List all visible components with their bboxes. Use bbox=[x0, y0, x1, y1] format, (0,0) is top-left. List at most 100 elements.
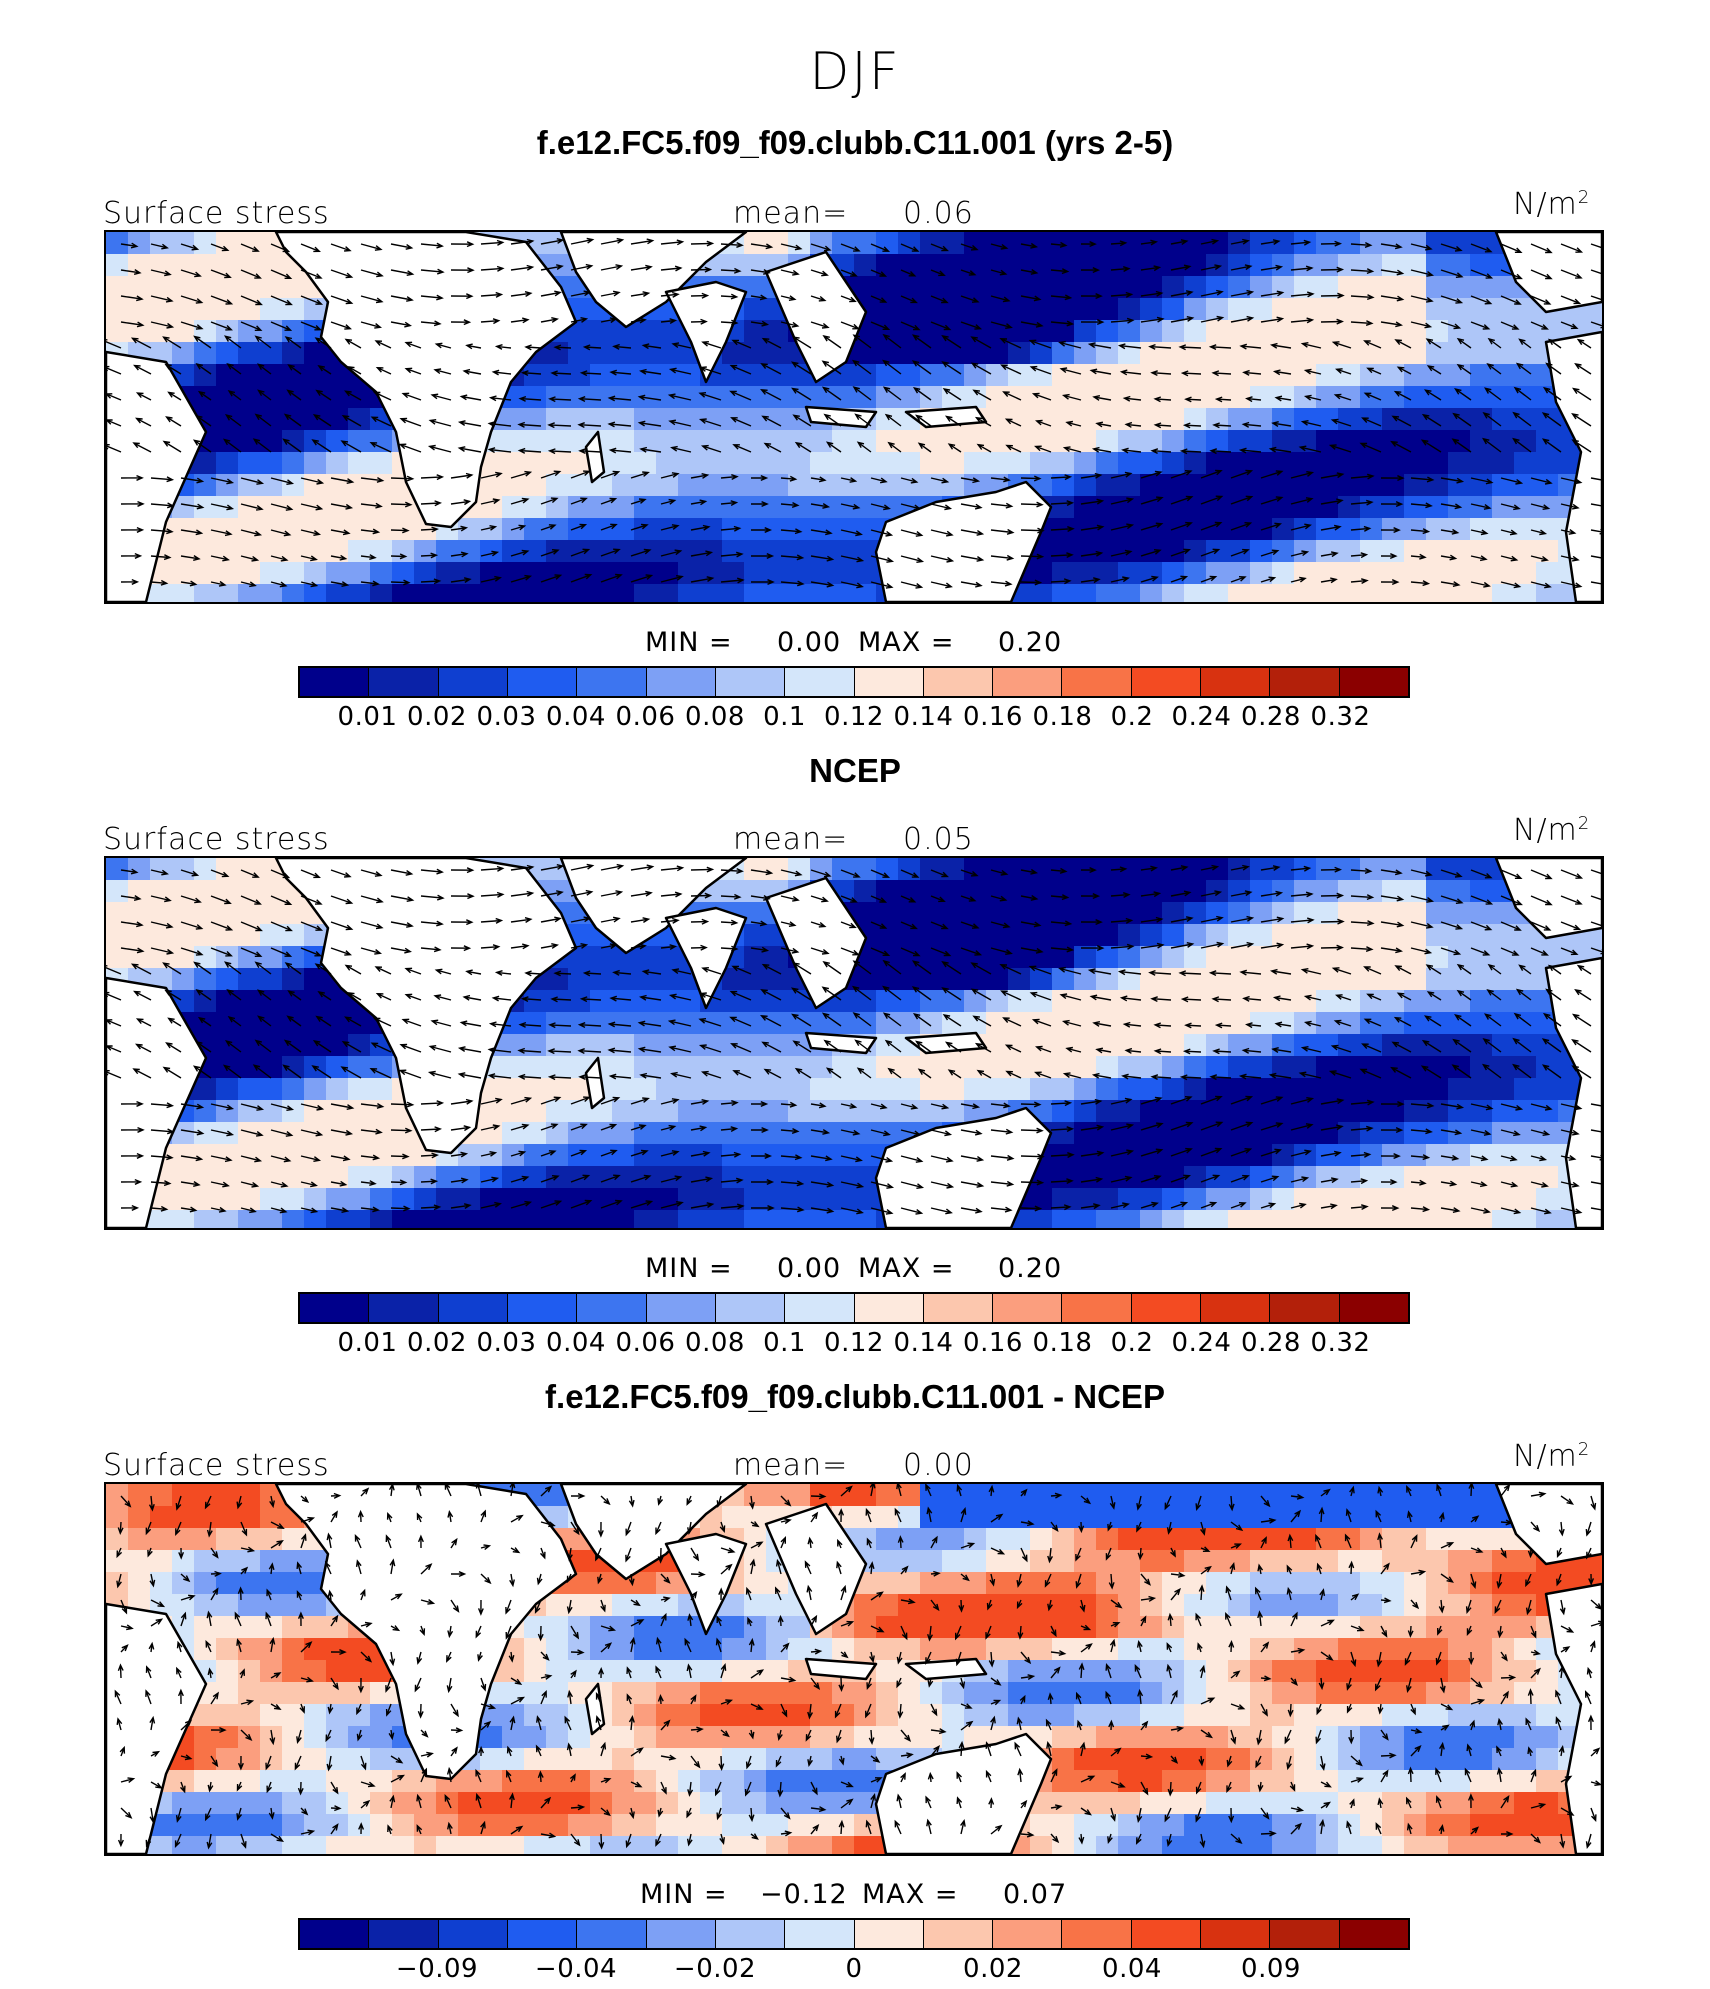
colorbar-swatch bbox=[715, 1294, 786, 1322]
panel-3-min-label: MIN = bbox=[640, 1879, 728, 1910]
panel-1-title: f.e12.FC5.f09_f09.clubb.C11.001 (yrs 2-5… bbox=[536, 124, 1174, 161]
panel-1-colorbar-ticks: 0.01 0.02 0.03 0.04 0.06 0.08 0.1 0.12 0.14 0.16 0… bbox=[298, 702, 1410, 736]
colorbar-swatch bbox=[369, 1920, 439, 1948]
panel-2-max-label: MAX = bbox=[858, 1253, 955, 1284]
panel-2-mean-label: mean= bbox=[733, 822, 849, 857]
colorbar-swatch bbox=[646, 1294, 716, 1322]
colorbar-swatch bbox=[1339, 1294, 1408, 1322]
colorbar-swatch bbox=[438, 1920, 508, 1948]
colorbar-tick-label: 0 bbox=[845, 1954, 863, 1984]
colorbar-swatch bbox=[923, 1920, 994, 1948]
colorbar-swatch bbox=[854, 668, 924, 696]
panel-2-colorbar-ticks: 0.01 0.02 0.03 0.04 0.06 0.08 0.1 0.12 0.14 0.16 0… bbox=[298, 1328, 1410, 1362]
colorbar-tick-label: 0.04 bbox=[546, 1328, 606, 1358]
colorbar-swatch bbox=[923, 668, 994, 696]
colorbar-swatch bbox=[1062, 668, 1132, 696]
panel-3-max-label: MAX = bbox=[862, 1879, 959, 1910]
panel-3-max-value: 0.07 bbox=[1003, 1879, 1068, 1910]
panel-1-colorbar bbox=[298, 666, 1410, 698]
colorbar-tick-label: −0.02 bbox=[673, 1954, 757, 1984]
colorbar-tick-label: 0.24 bbox=[1171, 702, 1232, 732]
panel-2-units: N/m2 bbox=[1513, 813, 1591, 848]
figure-title: DJF bbox=[809, 42, 901, 102]
panel-3-map bbox=[104, 1482, 1604, 1856]
panel-1-units: N/m2 bbox=[1513, 187, 1591, 222]
colorbar-tick-label: 0.02 bbox=[407, 702, 467, 732]
panel-3-mean-value: 0.00 bbox=[903, 1448, 974, 1483]
colorbar-tick-label: 0.03 bbox=[476, 1328, 537, 1358]
colorbar-tick-label: 0.28 bbox=[1241, 1328, 1301, 1358]
colorbar-swatch bbox=[1131, 1294, 1202, 1322]
continents bbox=[106, 1484, 1602, 1854]
colorbar-tick-label: 0.18 bbox=[1032, 702, 1093, 732]
colorbar-swatch bbox=[1131, 1920, 1202, 1948]
colorbar-tick-label: 0.18 bbox=[1032, 1328, 1093, 1358]
colorbar-tick-label: 0.16 bbox=[963, 1328, 1023, 1358]
colorbar-tick-label: 0.12 bbox=[824, 702, 884, 732]
colorbar-swatch bbox=[785, 1920, 855, 1948]
colorbar-swatch bbox=[785, 668, 855, 696]
colorbar-swatch bbox=[1131, 668, 1202, 696]
wind-vectors bbox=[106, 237, 1602, 589]
colorbar-swatch bbox=[300, 668, 370, 696]
colorbar-swatch bbox=[507, 1294, 578, 1322]
colorbar-tick-label: 0.08 bbox=[685, 1328, 745, 1358]
panel-3-mean-label: mean= bbox=[733, 1448, 849, 1483]
colorbar-tick-label: 0.01 bbox=[337, 702, 398, 732]
colorbar-tick-label: 0.14 bbox=[893, 702, 954, 732]
colorbar-swatch bbox=[715, 668, 786, 696]
colorbar-tick-label: 0.06 bbox=[615, 702, 676, 732]
colorbar-tick-label: 0.04 bbox=[546, 702, 606, 732]
colorbar-swatch bbox=[1062, 1294, 1132, 1322]
panel-1-min-value: 0.00 bbox=[777, 627, 842, 658]
wind-vectors bbox=[106, 863, 1602, 1215]
panel-3-colorbar bbox=[298, 1918, 1410, 1950]
colorbar-tick-label: 0.32 bbox=[1310, 1328, 1371, 1358]
continents bbox=[106, 858, 1602, 1228]
colorbar-tick-label: 0.12 bbox=[824, 1328, 884, 1358]
colorbar-swatch bbox=[1339, 1920, 1408, 1948]
colorbar-tick-label: 0.08 bbox=[685, 702, 745, 732]
colorbar-swatch bbox=[1270, 1920, 1340, 1948]
wind-vectors bbox=[114, 1484, 1602, 1850]
colorbar-tick-label: 0.1 bbox=[763, 1328, 806, 1358]
panel-2-min-value: 0.00 bbox=[777, 1253, 842, 1284]
colorbar-tick-label: 0.1 bbox=[763, 702, 806, 732]
colorbar-swatch bbox=[1270, 668, 1340, 696]
panel-2-mean-value: 0.05 bbox=[903, 822, 974, 857]
panel-2-max-value: 0.20 bbox=[998, 1253, 1063, 1284]
panel-1-field-label: Surface stress bbox=[103, 196, 330, 231]
colorbar-tick-label: 0.14 bbox=[893, 1328, 954, 1358]
colorbar-swatch bbox=[785, 1294, 855, 1322]
colorbar-tick-label: 0.02 bbox=[407, 1328, 467, 1358]
colorbar-swatch bbox=[369, 668, 439, 696]
colorbar-tick-label: 0.2 bbox=[1110, 1328, 1154, 1358]
colorbar-swatch bbox=[369, 1294, 439, 1322]
colorbar-swatch bbox=[993, 1294, 1063, 1322]
colorbar-tick-label: −0.04 bbox=[534, 1954, 618, 1984]
colorbar-tick-label: 0.16 bbox=[963, 702, 1023, 732]
colorbar-swatch bbox=[923, 1294, 994, 1322]
colorbar-tick-label: 0.24 bbox=[1171, 1328, 1232, 1358]
colorbar-swatch bbox=[438, 668, 508, 696]
colorbar-tick-label: 0.2 bbox=[1110, 702, 1154, 732]
colorbar-swatch bbox=[854, 1920, 924, 1948]
colorbar-swatch bbox=[646, 668, 716, 696]
colorbar-swatch bbox=[577, 668, 647, 696]
panel-2-field-label: Surface stress bbox=[103, 822, 330, 857]
colorbar-tick-label: −0.09 bbox=[395, 1954, 479, 1984]
panel-2-title: NCEP bbox=[809, 752, 901, 789]
panel-3-colorbar-ticks: −0.09 −0.04 −0.02 0 0.02 0.04 0.09 bbox=[298, 1954, 1410, 1988]
colorbar-tick-label: 0.06 bbox=[615, 1328, 676, 1358]
colorbar-swatch bbox=[993, 668, 1063, 696]
colorbar-tick-label: 0.01 bbox=[337, 1328, 398, 1358]
colorbar-swatch bbox=[300, 1294, 370, 1322]
colorbar-swatch bbox=[577, 1920, 647, 1948]
panel-3-min-value: −0.12 bbox=[760, 1879, 848, 1910]
colorbar-tick-label: 0.28 bbox=[1241, 702, 1301, 732]
panel-3-title: f.e12.FC5.f09_f09.clubb.C11.001 - NCEP bbox=[545, 1378, 1165, 1415]
panel-2-min-label: MIN = bbox=[645, 1253, 733, 1284]
panel-1-max-value: 0.20 bbox=[998, 627, 1063, 658]
panel-1-min-label: MIN = bbox=[645, 627, 733, 658]
colorbar-swatch bbox=[1201, 1294, 1271, 1322]
